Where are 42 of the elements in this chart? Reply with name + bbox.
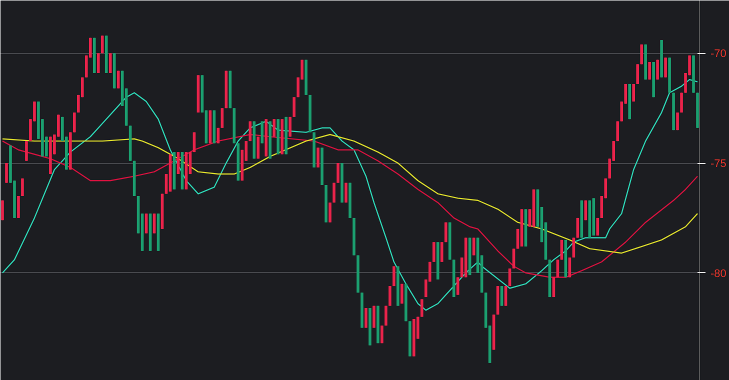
candlestick	[472, 237, 476, 256]
candlestick	[380, 325, 384, 344]
candlestick	[292, 96, 296, 118]
candlestick	[328, 202, 332, 223]
candlestick	[556, 259, 560, 278]
candlestick	[440, 242, 444, 262]
candlestick	[256, 136, 260, 160]
candlestick	[272, 118, 276, 138]
y-tick-label: -75	[710, 158, 726, 170]
candlestick	[72, 112, 76, 133]
candlestick	[388, 286, 392, 306]
candlestick	[216, 127, 220, 144]
candlestick	[648, 62, 651, 80]
candlestick	[21, 178, 24, 196]
candlestick	[512, 248, 516, 269]
y-tick-label: -80	[710, 268, 726, 280]
candlestick	[152, 213, 156, 234]
y-tick-label: -70	[710, 48, 726, 60]
candlestick	[260, 120, 264, 144]
candlestick	[108, 52, 112, 74]
candlestick	[664, 57, 667, 78]
line-series	[2, 134, 698, 278]
candlestick	[568, 256, 572, 278]
candlestick	[144, 213, 148, 234]
candlestick	[432, 242, 436, 262]
candlestick	[17, 195, 20, 218]
line-series	[2, 78, 698, 311]
candlestick	[372, 305, 376, 328]
candlestick	[364, 308, 368, 328]
line-series	[2, 134, 698, 254]
candlestick	[336, 162, 340, 184]
candlestick	[676, 112, 679, 131]
candlestick	[220, 108, 224, 128]
candlestick	[420, 298, 424, 318]
candlestick	[500, 286, 504, 306]
candlestick	[316, 147, 320, 168]
candlestick	[96, 52, 100, 74]
candlestick	[572, 237, 576, 258]
candlestick	[25, 140, 28, 162]
candlestick	[636, 64, 639, 84]
candlestick	[100, 35, 104, 54]
candlestick	[504, 286, 508, 306]
